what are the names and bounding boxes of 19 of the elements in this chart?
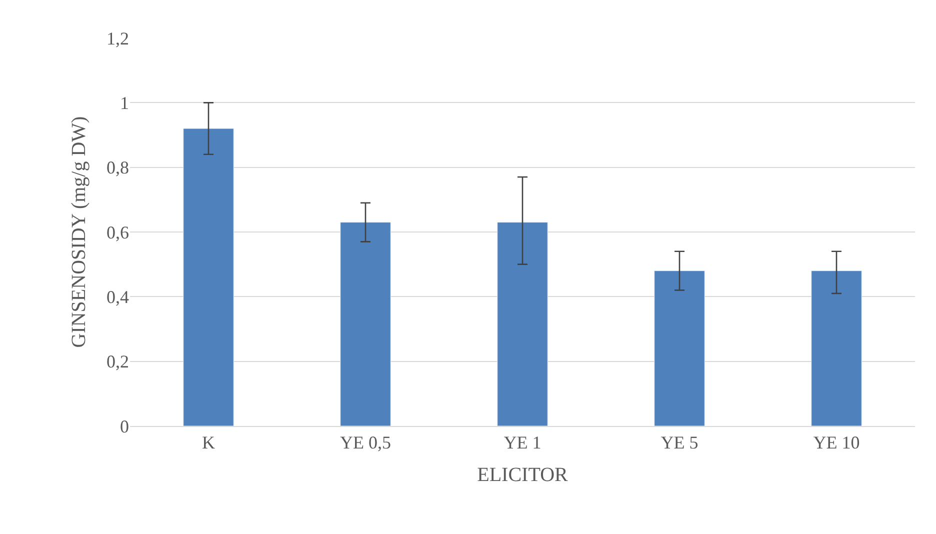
y-tick-label: 0,8 <box>106 158 129 178</box>
bar <box>654 270 705 426</box>
y-tick-label: 0,6 <box>106 222 129 242</box>
bar <box>811 270 862 426</box>
x-axis-title: ELICITOR <box>477 464 569 486</box>
x-tick-label: YE 0,5 <box>340 432 391 453</box>
bar <box>497 222 548 426</box>
bar <box>340 222 391 426</box>
bar <box>183 128 234 426</box>
y-tick-label: 0,2 <box>106 352 129 372</box>
x-tick-label: YE 10 <box>813 432 860 453</box>
x-tick-label: YE 5 <box>660 432 698 453</box>
x-tick-label: K <box>202 432 215 453</box>
y-tick-label: 1 <box>120 92 129 113</box>
y-tick-label: 1,2 <box>106 28 129 48</box>
y-tick-label: 0,4 <box>106 286 129 307</box>
y-tick-label: 0 <box>120 416 129 436</box>
x-tick-label: YE 1 <box>504 432 542 453</box>
y-axis-title: GINSENOSIDY (mg/g DW) <box>68 116 90 348</box>
